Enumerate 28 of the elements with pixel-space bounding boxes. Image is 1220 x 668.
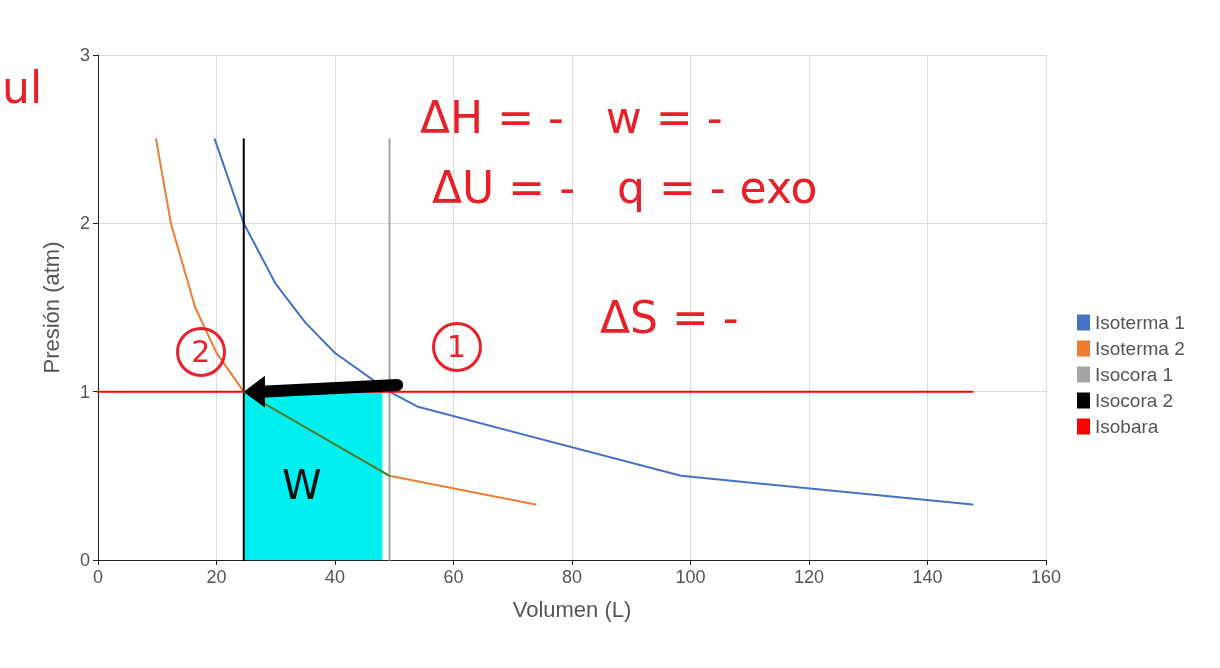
legend-label: Isoterma 2 — [1095, 338, 1185, 359]
y-axis-title: Presión (atm) — [38, 241, 64, 374]
x-tick-label: 80 — [561, 567, 583, 587]
text: ul — [2, 62, 43, 113]
legend-label: Isocora 1 — [1095, 364, 1174, 385]
x-tick-label: 120 — [793, 567, 825, 587]
annotation: ΔH = - w = - — [420, 92, 723, 143]
legend-label: Isobara — [1095, 416, 1159, 437]
annotation: 1 — [431, 321, 482, 372]
x-tick-label: 160 — [1030, 567, 1062, 587]
y-tick-label: 2 — [79, 213, 90, 234]
x-tick-label: 20 — [206, 567, 227, 587]
y-tick-label: 0 — [79, 550, 90, 570]
annotation: W — [282, 462, 322, 508]
x-tick-label: 140 — [912, 567, 943, 587]
legend-label: Isoterma 1 — [1095, 312, 1185, 333]
annotation: 2 — [175, 326, 226, 377]
y-tick-label: 3 — [79, 45, 90, 65]
x-tick-label: 60 — [443, 567, 464, 587]
annotation: ΔS = - — [600, 292, 739, 343]
legend-label: Isocora 2 — [1095, 390, 1174, 411]
annotation: ΔU = - q = - exo — [432, 162, 818, 213]
y-tick-label: 1 — [79, 381, 90, 402]
line-series — [213, 138, 974, 506]
x-axis-title: Volumen (L) — [512, 596, 632, 622]
x-tick-label: 0 — [92, 567, 104, 587]
x-tick-label: 40 — [324, 567, 346, 587]
x-tick-label: 100 — [675, 567, 706, 587]
